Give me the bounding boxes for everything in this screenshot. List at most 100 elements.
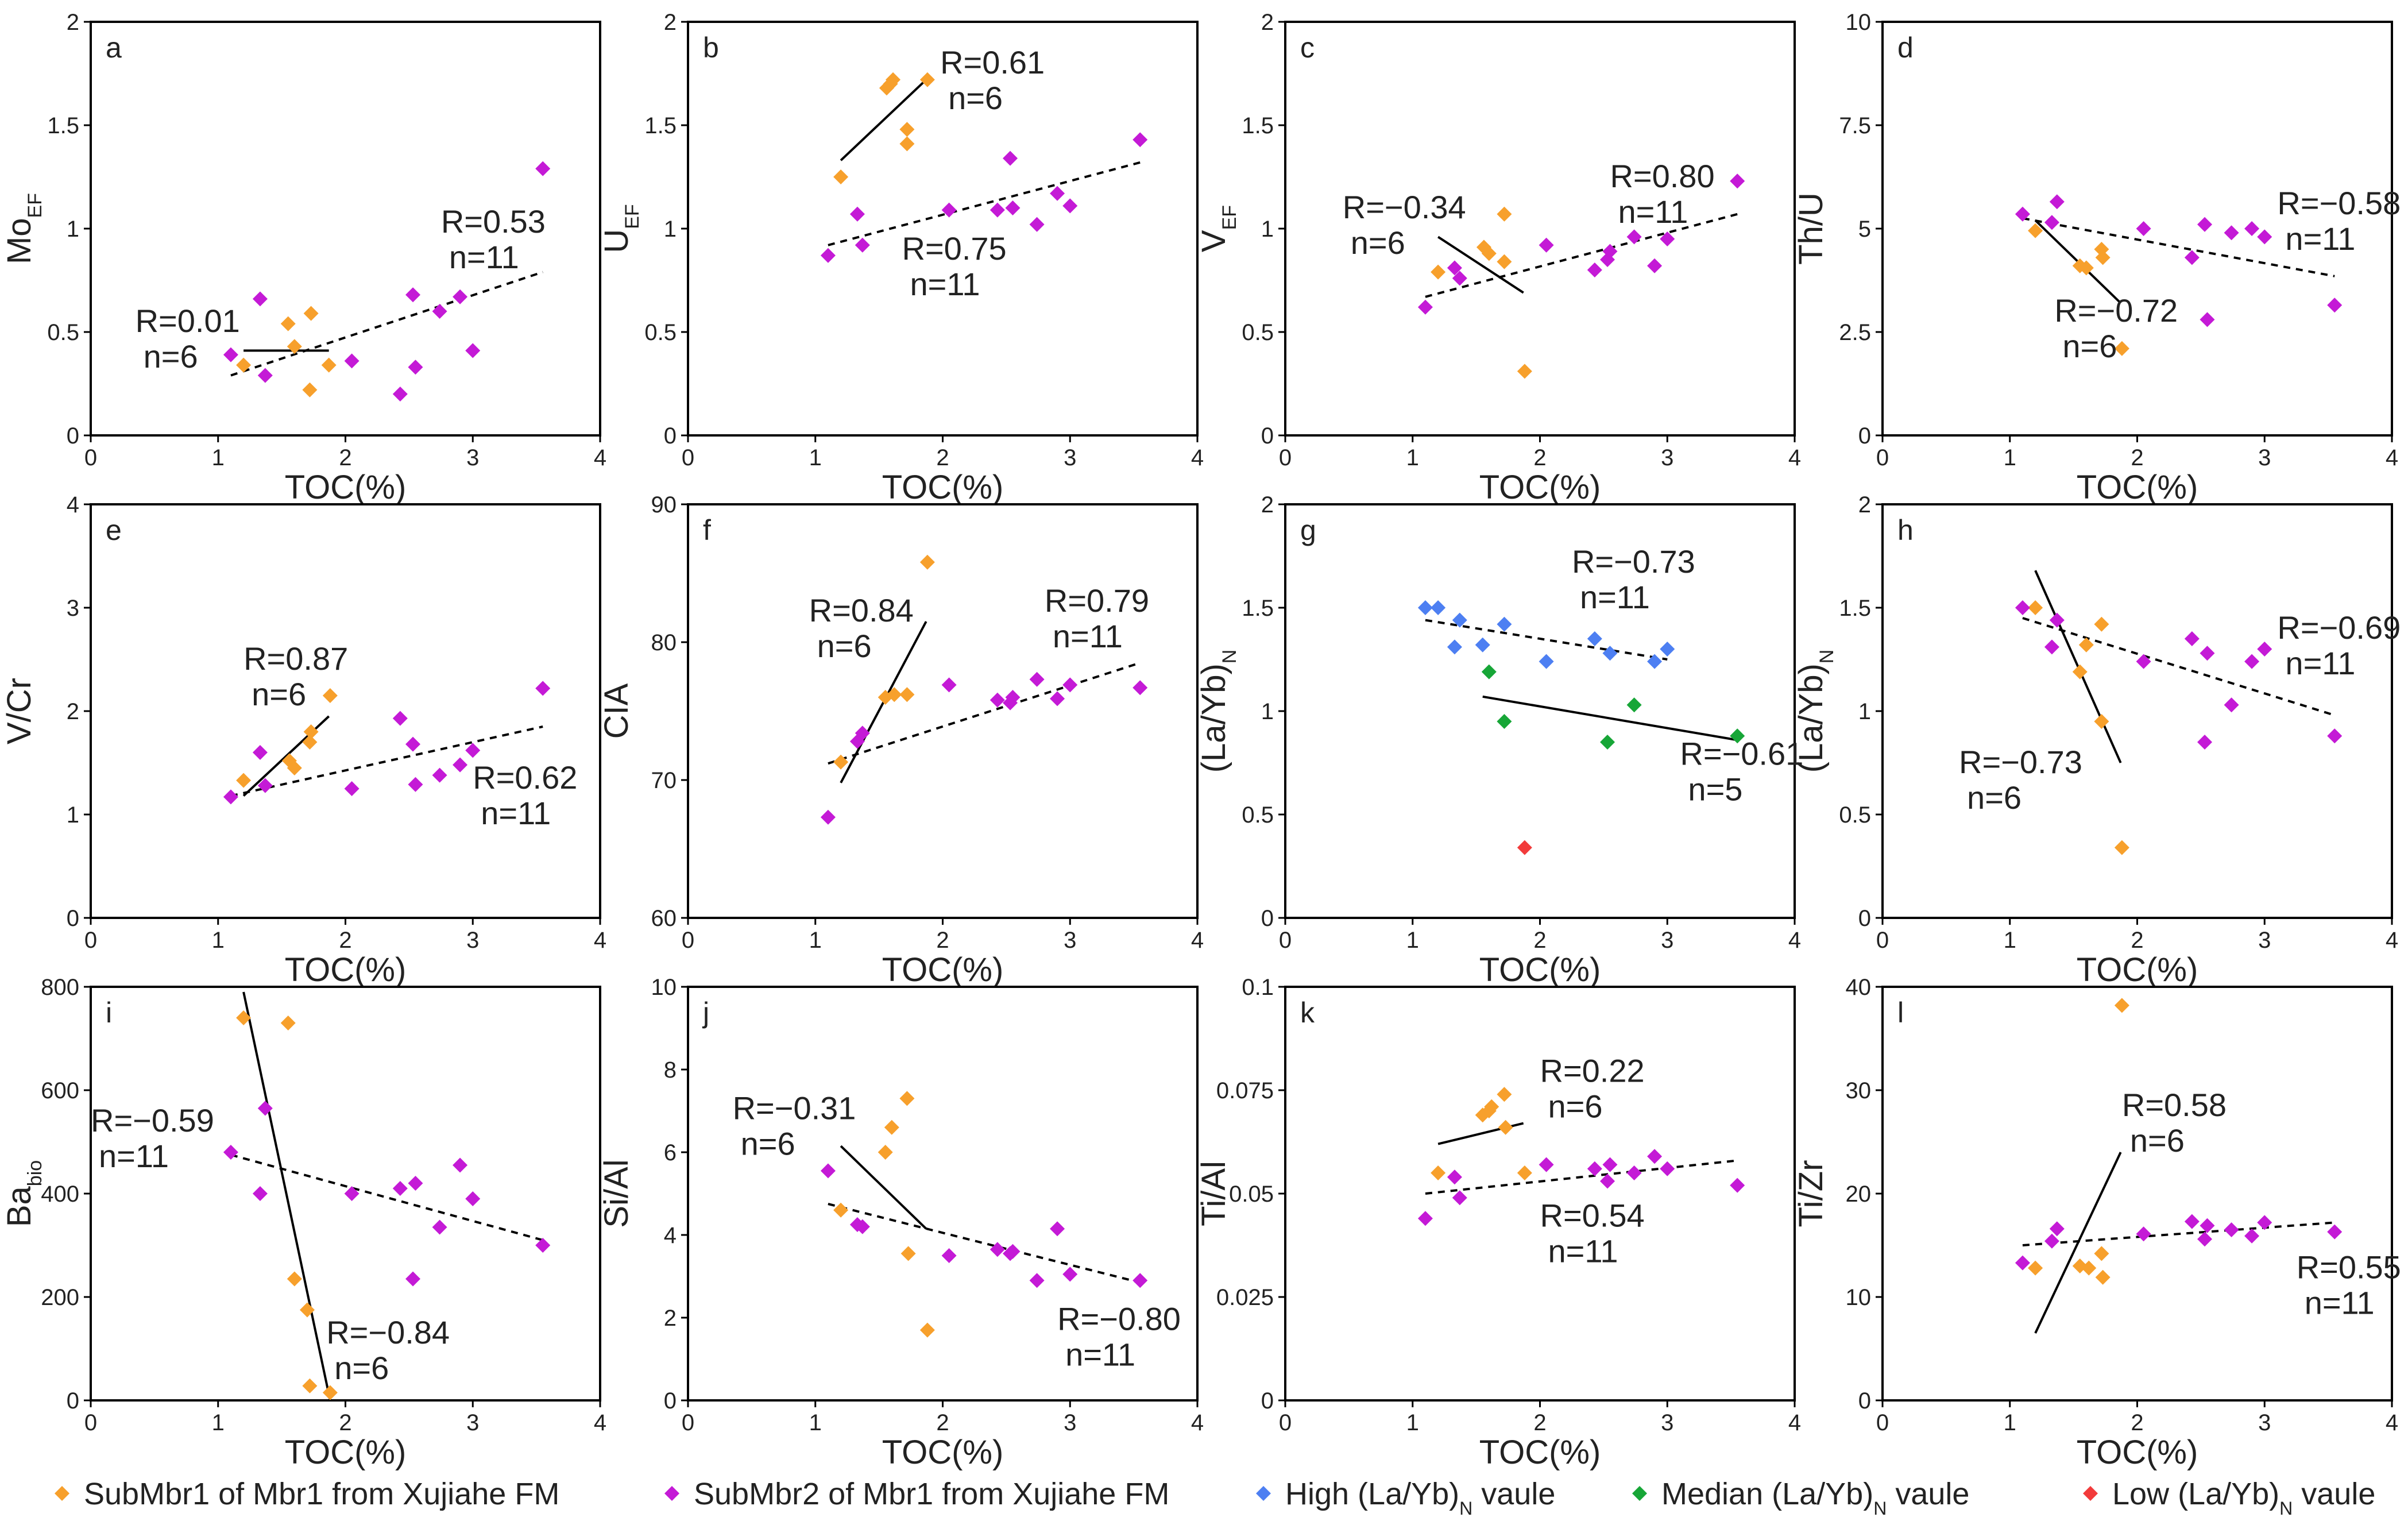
data-point-submbr2: [2197, 1232, 2213, 1247]
plot-frame: [90, 503, 601, 919]
data-point-submbr2: [1730, 1178, 1745, 1193]
panel-letter: f: [703, 514, 711, 546]
data-point-submbr2: [1587, 262, 1602, 277]
annotation-r-value: R=0.61: [940, 44, 1045, 80]
data-point-submbr2: [2044, 1233, 2059, 1249]
panel-letter: e: [106, 514, 122, 546]
data-point-submbr1: [236, 357, 252, 373]
y-tick-label: 7.5: [1839, 113, 1871, 138]
data-point-submbr2: [252, 1186, 268, 1201]
data-point-submbr2: [405, 287, 421, 303]
y-tick-label: 2: [664, 1306, 677, 1331]
data-point-submbr2: [1600, 1173, 1615, 1189]
x-tick-label: 4: [2386, 1410, 2398, 1435]
x-tick-label: 0: [1876, 445, 1889, 470]
x-tick-label: 3: [466, 445, 479, 470]
data-point-submbr2: [432, 304, 447, 319]
annotation-n-value: n=6: [2062, 328, 2117, 364]
trend-line-solid: [2034, 1152, 2122, 1334]
data-point-submbr2: [1660, 231, 1675, 246]
data-point-submbr1: [302, 1378, 318, 1393]
y-axis-title: MoEF: [1, 193, 46, 264]
data-point-submbr2: [1029, 671, 1045, 687]
data-point-submbr1: [2028, 223, 2043, 238]
x-axis-title: TOC(%): [1479, 469, 1601, 506]
y-tick-label: 2: [1858, 492, 1871, 518]
y-tick-label: 30: [1846, 1078, 1872, 1103]
annotation-r-value: R=−0.59: [91, 1102, 214, 1138]
data-point-submbr2: [1626, 229, 1642, 245]
x-axis-title: TOC(%): [882, 1434, 1004, 1471]
data-point-submbr1: [1431, 1165, 1446, 1180]
trend-line-solid: [1437, 236, 1524, 294]
x-tick-label: 1: [212, 445, 225, 470]
y-tick-label: 8: [664, 1057, 677, 1083]
trend-line-solid: [840, 79, 927, 161]
data-point-submbr2: [2224, 225, 2239, 241]
y-tick-label: 10: [1846, 10, 1872, 35]
legend-label: High (La/Yb)N vaule: [1285, 1477, 1555, 1519]
y-tick-label: 0: [1858, 906, 1871, 931]
data-point-submbr2: [2015, 1255, 2030, 1271]
y-tick-label: 80: [651, 630, 677, 655]
x-tick-label: 0: [1279, 928, 1292, 953]
data-point-submbr2: [2049, 612, 2065, 628]
plot-frame: [1881, 503, 2393, 919]
y-tick-label: 0: [67, 423, 79, 449]
x-tick-label: 2: [1533, 445, 1546, 470]
y-tick-label: 1: [1261, 217, 1274, 242]
data-point-submbr2: [2049, 1221, 2065, 1237]
legend-marker: [1632, 1486, 1647, 1501]
x-tick-label: 1: [212, 928, 225, 953]
y-tick-label: 0.5: [47, 320, 79, 345]
data-point-high: [1539, 654, 1554, 669]
annotation-n-value: n=6: [1548, 1088, 1603, 1125]
data-point-high: [1602, 646, 1618, 661]
annotation-r-value: R=−0.72: [2054, 292, 2178, 329]
data-point-submbr2: [2244, 221, 2260, 236]
y-tick-label: 0: [664, 1388, 677, 1414]
data-point-submbr1: [1498, 1119, 1513, 1135]
data-point-submbr1: [280, 1016, 296, 1030]
data-point-submbr2: [344, 1186, 360, 1201]
x-tick-label: 2: [936, 445, 949, 470]
data-point-submbr2: [344, 353, 360, 369]
x-tick-label: 2: [1533, 928, 1546, 953]
legend-label-part: High (La/Yb): [1285, 1477, 1459, 1511]
data-point-high: [1647, 654, 1663, 669]
panel-e: 0 1 2 3 4 0 1 2 3 4 TOC(%) V/Cr e R=0.87n=6 R=0.62n=11: [1, 492, 606, 989]
y-tick-label: 1.5: [1242, 596, 1274, 621]
data-point-submbr2: [1539, 1157, 1554, 1172]
data-point-submbr2: [1005, 690, 1021, 705]
data-point-submbr2: [990, 692, 1005, 708]
legend-marker: [55, 1486, 69, 1501]
data-point-submbr2: [2224, 1222, 2239, 1237]
legend-label: Median (La/Yb)N vaule: [1661, 1477, 1969, 1519]
annotation-n-value: n=6: [741, 1125, 795, 1161]
data-point-submbr2: [535, 681, 551, 696]
panel-letter: a: [106, 32, 122, 64]
data-point-submbr1: [2095, 1269, 2111, 1285]
data-point-submbr2: [344, 781, 360, 796]
data-point-high: [1417, 600, 1433, 615]
y-tick-label: 2: [1261, 492, 1274, 518]
data-point-submbr1: [2078, 637, 2094, 653]
data-point-submbr1: [1497, 1087, 1512, 1102]
x-tick-label: 2: [936, 1410, 949, 1435]
annotation-n-value: n=11: [2305, 1285, 2375, 1321]
data-point-submbr1: [1481, 246, 1497, 261]
x-axis-title: TOC(%): [1479, 951, 1601, 989]
annotation-r-value: R=0.58: [2122, 1087, 2227, 1123]
x-tick-label: 4: [2386, 445, 2398, 470]
data-point-submbr2: [2200, 1218, 2215, 1233]
data-point-submbr2: [2244, 1228, 2260, 1244]
data-point-submbr2: [2257, 229, 2272, 245]
annotation-r-value: R=−0.80: [1057, 1301, 1181, 1337]
annotation-r-value: R=0.54: [1540, 1198, 1645, 1234]
y-tick-label: 0.5: [1839, 802, 1871, 828]
y-tick-label: 70: [651, 768, 677, 793]
x-tick-label: 0: [1876, 1410, 1889, 1435]
data-point-submbr1: [2094, 1246, 2109, 1261]
data-point-submbr2: [2327, 728, 2343, 744]
